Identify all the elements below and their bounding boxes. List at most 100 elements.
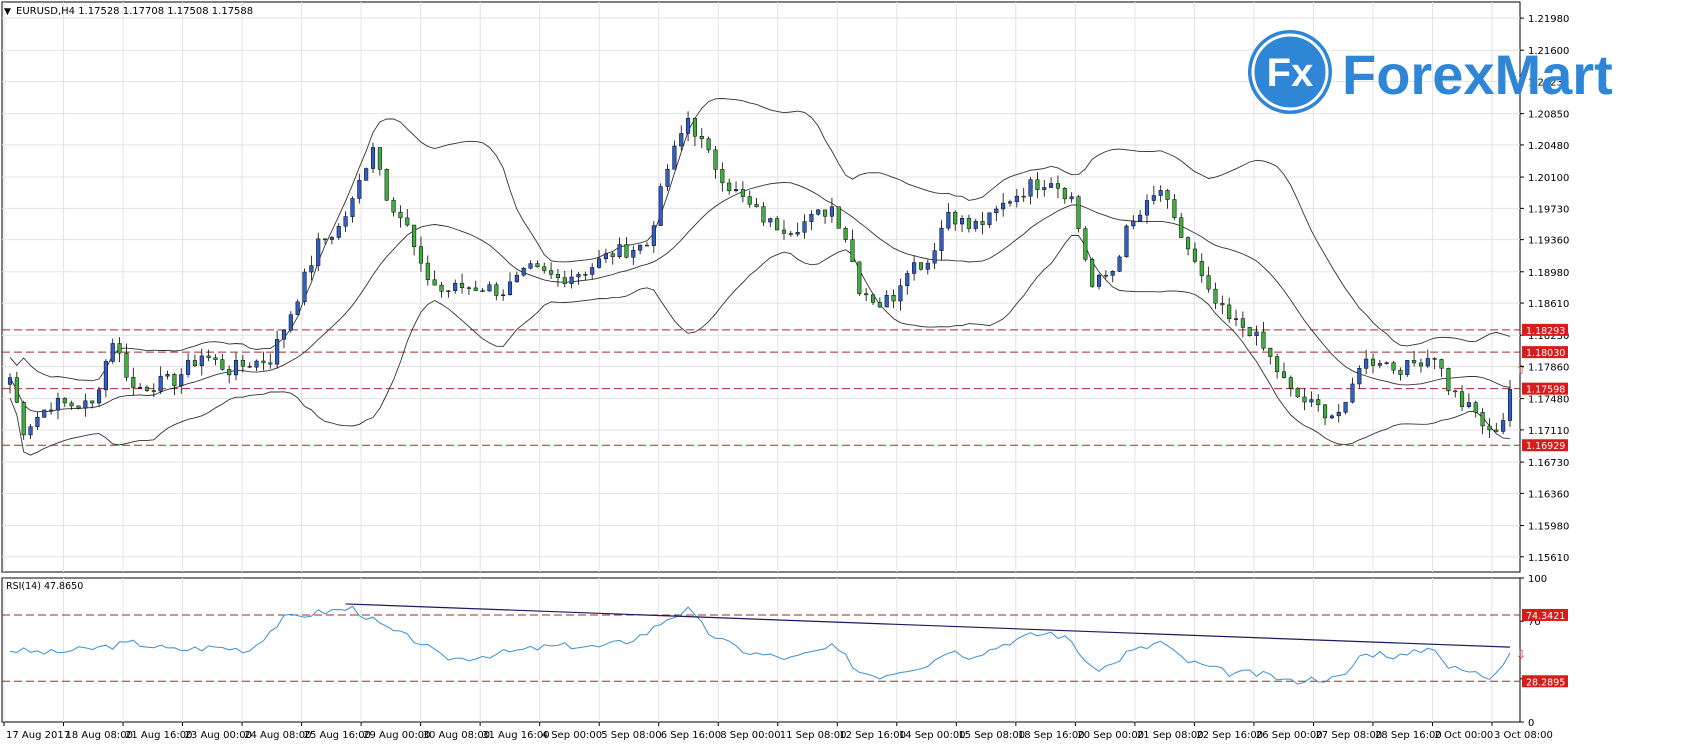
candle-body: [90, 400, 95, 404]
candle-body: [254, 360, 259, 368]
rsi-tick-label: 100: [1528, 574, 1547, 585]
candle-body: [747, 196, 752, 205]
candle-body: [1110, 271, 1115, 276]
price-tick-label: 1.18610: [1528, 299, 1569, 310]
candle-body: [980, 221, 985, 225]
candle-body: [761, 206, 766, 223]
candle-body: [281, 329, 287, 340]
candle-body: [466, 287, 471, 290]
chart-dropdown-arrow[interactable]: ▼: [4, 7, 11, 17]
candle-body: [336, 225, 341, 238]
time-tick-label: 22 Sep 16:00: [1196, 730, 1263, 741]
price-tick-label: 1.20100: [1528, 173, 1569, 184]
candle-body: [1240, 318, 1245, 328]
price-tick-label: 1.18980: [1528, 268, 1569, 279]
price-tick-label: 1.15980: [1528, 521, 1569, 532]
candle-body: [679, 133, 684, 147]
candle-body: [994, 208, 999, 214]
candle-body: [158, 375, 163, 392]
candle-body: [1035, 179, 1040, 190]
bollinger-lower-line: [9, 234, 1511, 456]
candle-body: [453, 283, 458, 292]
candle-body: [446, 290, 451, 293]
candle-body: [76, 405, 81, 409]
candle-body: [686, 118, 691, 134]
logo-fx-text: Fx: [1267, 51, 1314, 95]
candle-body: [480, 290, 485, 292]
candle-body: [514, 274, 519, 283]
candle-body: [843, 228, 848, 240]
candle-body: [1206, 275, 1211, 290]
candle-body: [1158, 190, 1163, 196]
candle-body: [535, 263, 540, 267]
candle-body: [186, 360, 191, 375]
candle-body: [227, 369, 232, 376]
candle-body: [1350, 383, 1355, 403]
candle-body: [192, 360, 197, 366]
candle-body: [165, 374, 170, 377]
candle-body: [1007, 201, 1013, 204]
candle-body: [699, 136, 704, 140]
time-tick-label: 4 Sep 00:00: [542, 730, 602, 741]
candle-body: [877, 302, 882, 308]
rsi-tick-label: 0: [1528, 718, 1534, 729]
candle-body: [665, 169, 670, 187]
candle-body: [1172, 199, 1177, 218]
candle-body: [823, 209, 828, 217]
candle-body: [549, 270, 554, 275]
candle-body: [720, 169, 725, 184]
candle-body: [898, 285, 903, 302]
time-tick-label: 24 Aug 08:00: [244, 730, 311, 741]
candle-body: [1138, 214, 1143, 222]
candle-body: [28, 426, 33, 436]
forexmart-logo: Fx ForexMart: [1248, 30, 1613, 114]
candle-body: [809, 214, 814, 222]
candle-body: [1042, 187, 1047, 190]
candle-body: [117, 343, 122, 354]
rsi-tick-label: 70: [1528, 617, 1541, 628]
price-tick-label: 1.21980: [1528, 14, 1569, 25]
candle-body: [350, 198, 355, 217]
time-tick-label: 8 Sep 00:00: [720, 730, 780, 741]
candle-body: [528, 263, 533, 269]
candle-body: [1186, 237, 1191, 250]
candle-body: [1439, 359, 1444, 369]
candle-body: [288, 314, 293, 331]
candle-body: [966, 218, 971, 229]
candle-body: [1014, 195, 1019, 202]
price-tick-label: 1.19730: [1528, 204, 1569, 215]
candle-body: [172, 374, 177, 387]
rsi-line: [9, 605, 1511, 685]
time-tick-label: 31 Aug 16:00: [482, 730, 549, 741]
candle-body: [1001, 202, 1006, 210]
candle-body: [1453, 390, 1458, 393]
candle-body: [651, 225, 656, 246]
candle-body: [1473, 402, 1478, 413]
candle-body: [1165, 190, 1170, 200]
candle-body: [1405, 360, 1410, 375]
candle-body: [1062, 187, 1067, 200]
price-tick-label: 1.20480: [1528, 141, 1569, 152]
price-tick-label: 1.16730: [1528, 458, 1569, 469]
candle-body: [1028, 179, 1033, 197]
level-price-label: 1.18030: [1526, 348, 1565, 359]
candle-body: [658, 186, 663, 226]
candle-body: [1199, 261, 1204, 276]
candle-body: [275, 338, 280, 365]
candle-body: [323, 238, 328, 241]
candle-body: [309, 265, 314, 273]
logo-circle-ring: [1251, 33, 1329, 111]
candle-body: [1103, 274, 1108, 277]
level-price-tag: [1522, 346, 1568, 359]
candle-body: [542, 266, 547, 271]
candle-body: [1377, 363, 1382, 366]
logo-brand-a: Forex: [1342, 43, 1495, 106]
candle-body: [1213, 288, 1218, 304]
bollinger-upper-line: [9, 98, 1511, 382]
level-price-tag: [1522, 439, 1568, 452]
candle-body: [302, 271, 307, 303]
candle-body: [179, 374, 184, 387]
candle-body: [925, 262, 930, 270]
candle-body: [240, 359, 245, 367]
logo-brand-text: ForexMart: [1342, 43, 1613, 106]
